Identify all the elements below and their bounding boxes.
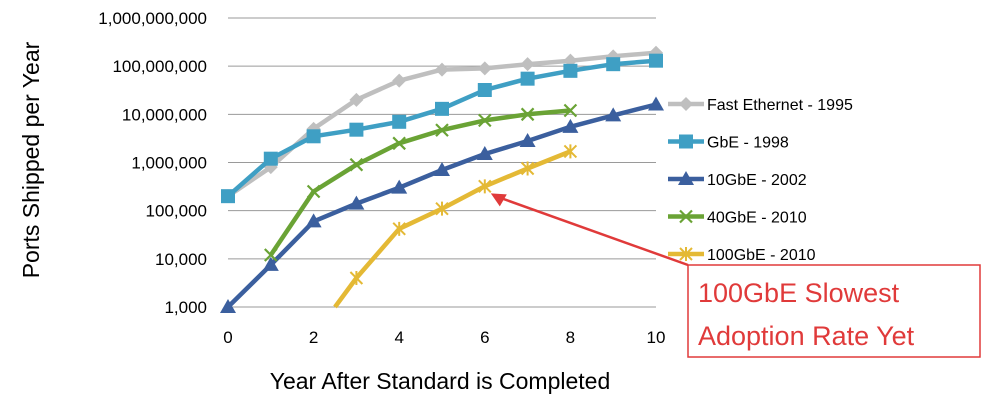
annotation-arrowhead [490, 193, 507, 207]
legend-label: 40GbE - 2010 [707, 210, 807, 227]
data-point [349, 122, 364, 137]
data-point [519, 132, 536, 147]
legend: Fast Ethernet - 1995 GbE - 1998 10GbE - 20… [668, 97, 853, 264]
x-tick-label: 8 [566, 328, 575, 347]
data-point [263, 151, 278, 166]
series-3 [220, 96, 664, 313]
legend-label: Fast Ethernet - 1995 [707, 97, 853, 114]
data-point [392, 136, 406, 151]
data-point [606, 57, 621, 72]
data-point [563, 144, 578, 159]
data-point [477, 61, 492, 76]
legend-swatch-marker [678, 171, 694, 185]
y-tick-label: 10,000,000 [122, 105, 207, 124]
data-point [478, 179, 492, 194]
y-tick-label: 10,000 [155, 250, 207, 269]
series-line [333, 149, 572, 309]
legend-label: 10GbE - 2002 [707, 172, 807, 189]
x-tick-label: 6 [480, 328, 489, 347]
y-axis-title: Ports Shipped per Year [18, 41, 44, 278]
legend-swatch-marker [679, 134, 693, 149]
data-point [392, 114, 407, 129]
data-point [349, 271, 364, 286]
data-point [392, 221, 406, 236]
y-tick-label: 1,000,000,000 [98, 9, 207, 28]
data-point [520, 57, 535, 72]
data-point [563, 63, 578, 78]
data-point [435, 62, 449, 77]
series-2 [221, 53, 663, 204]
data-point [520, 107, 535, 122]
legend-swatch-marker [679, 209, 693, 224]
data-point [435, 101, 449, 116]
annotation-box [687, 264, 981, 358]
x-tick-label: 4 [394, 328, 403, 347]
data-point [563, 53, 578, 68]
y-tick-label: 100,000 [146, 202, 207, 221]
data-point [605, 107, 622, 122]
data-point [349, 92, 364, 107]
series-lines [220, 45, 664, 313]
data-point [262, 256, 279, 271]
data-point [435, 201, 449, 216]
series-1 [221, 45, 663, 204]
data-point [435, 123, 449, 137]
data-point [648, 96, 664, 111]
annotation-callout: 100GbE Slowest Adoption Rate Yet [490, 193, 981, 358]
y-tick-labels: 1,000 10,000 100,000 1,000,000 10,000,000 100… [98, 9, 207, 317]
legend-item: GbE - 1998 [668, 134, 789, 152]
data-point [264, 248, 278, 262]
data-point [305, 213, 322, 228]
y-tick-label: 1,000,000 [131, 154, 207, 173]
data-point [520, 71, 535, 86]
data-point [477, 83, 492, 98]
x-tick-label: 0 [223, 328, 232, 347]
legend-item: Fast Ethernet - 1995 [668, 97, 853, 114]
legend-label: 100GbE - 2010 [707, 247, 816, 264]
legend-swatch-marker [679, 247, 693, 261]
annotation-text-line-1: 100GbE Slowest [698, 278, 900, 308]
series-5 [333, 144, 578, 309]
data-point [520, 161, 535, 176]
annotation-text-line-2: Adoption Rate Yet [698, 321, 915, 351]
data-point [478, 113, 492, 128]
legend-label: GbE - 1998 [707, 135, 789, 152]
data-point [434, 161, 450, 176]
y-tick-label: 1,000 [164, 298, 207, 317]
x-tick-label: 10 [647, 328, 666, 347]
data-point [649, 53, 663, 68]
data-point [349, 157, 364, 172]
data-point [306, 184, 321, 199]
data-point [221, 189, 235, 204]
series-line [268, 108, 571, 257]
data-point [391, 179, 408, 194]
data-point [306, 129, 321, 144]
x-tick-label: 2 [309, 328, 318, 347]
y-tick-label: 100,000,000 [112, 57, 207, 76]
legend-item: 100GbE - 2010 [668, 247, 816, 264]
data-point [348, 195, 365, 210]
annotation-arrow [498, 196, 689, 267]
x-tick-labels: 0 2 4 6 8 10 [223, 328, 665, 347]
data-point [220, 299, 236, 313]
data-point [563, 103, 578, 118]
series-4 [264, 103, 578, 262]
legend-item: 40GbE - 2010 [668, 210, 807, 227]
legend-swatch-marker [679, 97, 693, 111]
data-point [392, 73, 407, 88]
data-point [476, 146, 493, 161]
data-point [562, 118, 579, 133]
legend-item: 10GbE - 2002 [668, 171, 807, 189]
x-axis-title: Year After Standard is Completed [270, 368, 611, 394]
